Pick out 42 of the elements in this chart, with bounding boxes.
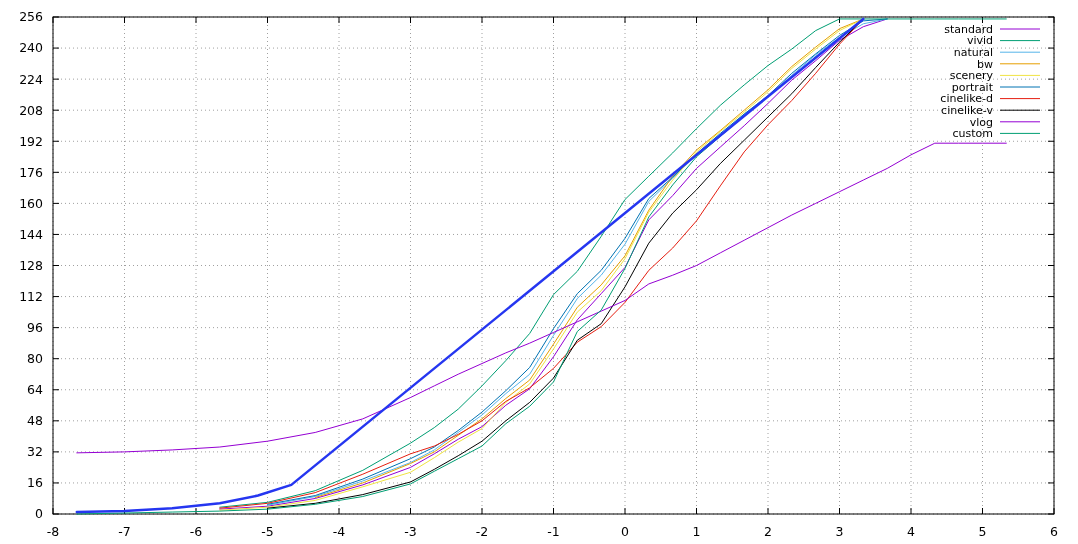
y-tick-label: 224 xyxy=(19,71,44,87)
x-tick-label: 2 xyxy=(764,524,772,539)
x-tick-label: 1 xyxy=(692,524,701,539)
legend-label: cinelike-v xyxy=(941,104,994,118)
legend-label: bw xyxy=(977,57,993,71)
x-tick-label: 5 xyxy=(978,524,987,539)
legend-label: standard xyxy=(944,22,993,36)
y-tick-label: 64 xyxy=(27,382,44,398)
y-tick-label: 96 xyxy=(27,320,44,335)
y-tick-label: 16 xyxy=(27,475,44,491)
y-tick-label: 80 xyxy=(27,351,44,367)
y-tick-label: 256 xyxy=(19,9,44,25)
x-tick-label: -2 xyxy=(475,524,489,539)
x-tick-label: -6 xyxy=(189,524,203,539)
x-tick-label: 4 xyxy=(907,524,916,539)
x-tick-label: 0 xyxy=(621,524,630,539)
x-tick-label: -8 xyxy=(46,524,60,539)
x-tick-label: -5 xyxy=(261,524,274,539)
y-tick-label: 240 xyxy=(19,40,44,56)
x-tick-label: -7 xyxy=(118,524,131,539)
x-tick-label: -3 xyxy=(404,524,417,539)
y-tick-label: 208 xyxy=(19,102,44,118)
x-tick-label: 6 xyxy=(1050,524,1059,539)
legend-label: portrait xyxy=(951,80,994,94)
legend-label: cinelike-d xyxy=(940,92,993,106)
y-tick-label: 32 xyxy=(27,444,43,460)
y-tick-label: 192 xyxy=(19,133,43,149)
x-tick-label: -4 xyxy=(332,524,346,539)
legend-label: natural xyxy=(953,46,993,60)
legend-label: scenery xyxy=(949,69,994,83)
y-tick-label: 176 xyxy=(19,164,44,180)
legend-label: vlog xyxy=(969,115,993,129)
x-tick-label: 3 xyxy=(835,524,844,539)
y-tick-label: 0 xyxy=(35,506,44,522)
legend-label: custom xyxy=(952,127,993,141)
y-tick-label: 112 xyxy=(19,288,43,304)
legend-label: vivid xyxy=(966,34,993,48)
y-tick-label: 128 xyxy=(19,257,44,273)
y-tick-label: 160 xyxy=(19,195,44,211)
y-tick-label: 48 xyxy=(27,413,44,429)
y-tick-label: 144 xyxy=(19,226,44,242)
x-tick-label: -1 xyxy=(547,524,560,539)
